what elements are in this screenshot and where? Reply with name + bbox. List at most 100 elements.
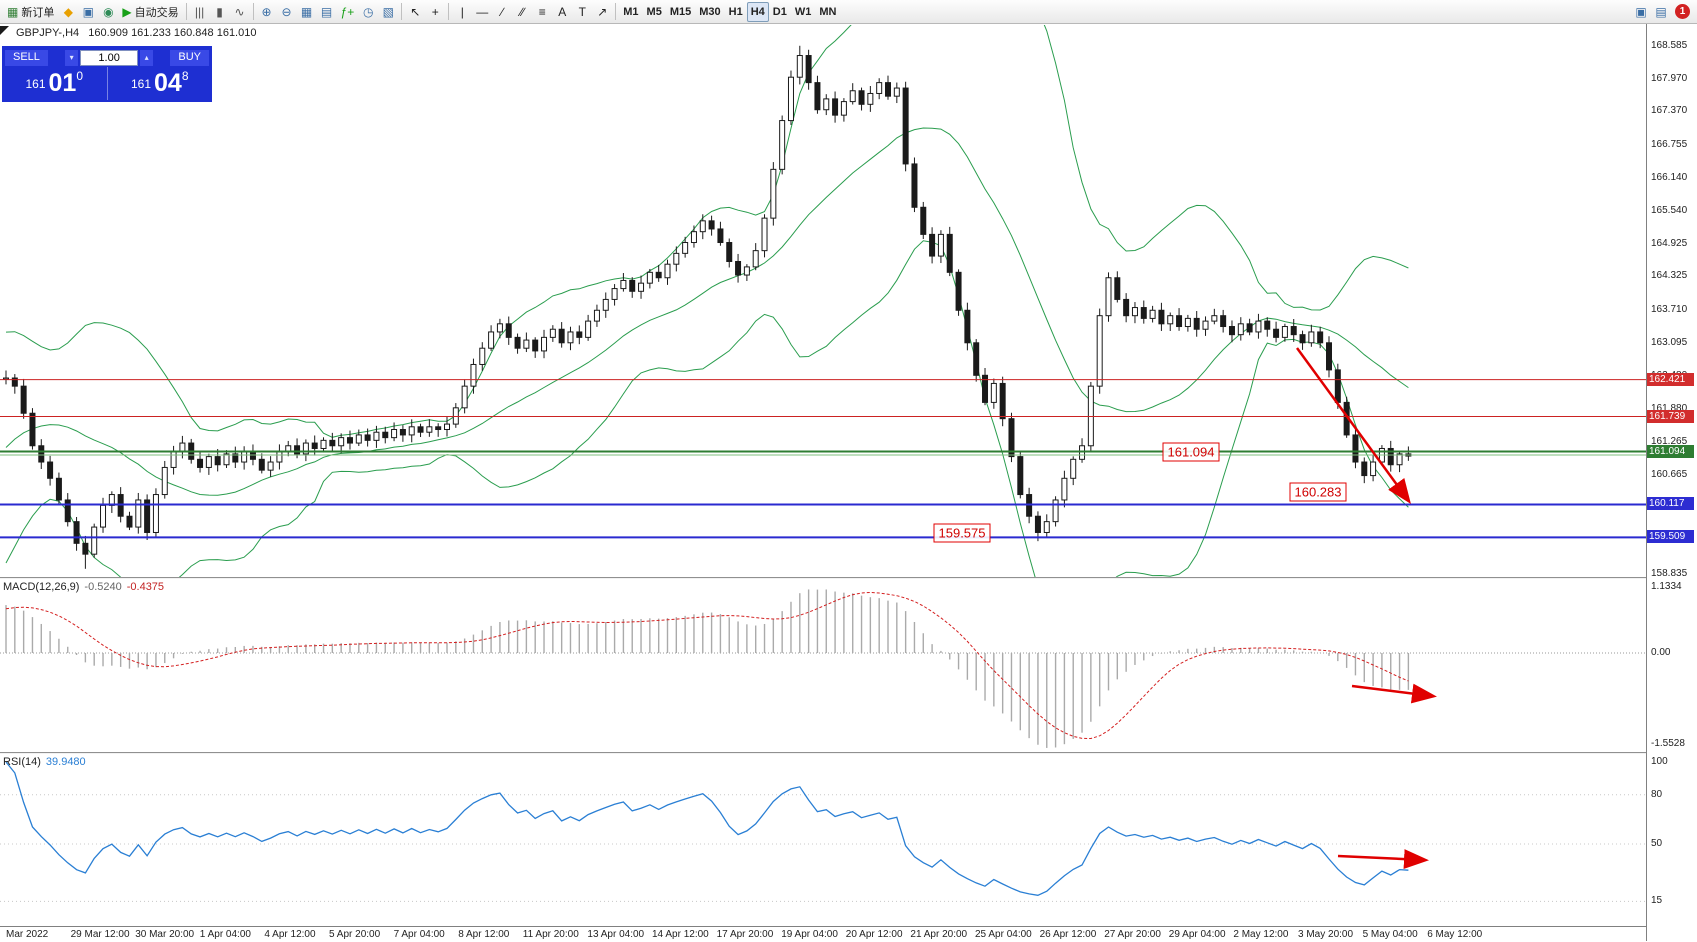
time-axis-label: 20 Apr 12:00 (845, 929, 903, 940)
time-axis-label: 26 Apr 12:00 (1039, 929, 1097, 940)
macd-signal-line (5, 591, 1409, 740)
tile-windows-button[interactable]: ▦ (297, 2, 317, 22)
price-axis[interactable]: 168.585 167.970 167.370 166.755 166.140 165.5… (1646, 24, 1697, 941)
periods-button-icon: ◷ (363, 4, 374, 19)
timeframe-d1[interactable]: D1 (769, 2, 791, 22)
bar-chart-button[interactable]: ||| (190, 2, 210, 22)
community-button[interactable]: ▤ (1651, 2, 1671, 22)
panel-splitter[interactable] (0, 577, 1646, 579)
community-button-icon: ▤ (1655, 4, 1667, 19)
sell-price-button[interactable]: 161 01 0 (2, 67, 108, 100)
market-watch-button[interactable]: ▣ (78, 2, 98, 22)
text-button[interactable]: A (552, 2, 572, 22)
zoom-out-button[interactable]: ⊖ (277, 2, 297, 22)
price-alert-button[interactable]: ◆ (58, 2, 78, 22)
timeframe-m15[interactable]: M15 (666, 2, 695, 22)
notification-count: 1 (1675, 4, 1690, 19)
templates-button-icon: ▧ (382, 4, 394, 19)
oneclick-collapse-toggle[interactable] (0, 26, 9, 35)
autotrade-button[interactable]: ▶ 自动交易 (118, 2, 182, 22)
main-chart-panel (0, 0, 1646, 619)
chart-window-button-icon: ▣ (1635, 4, 1647, 19)
timeframe-w1[interactable]: W1 (791, 2, 816, 22)
candlestick-chart-button[interactable]: ▮ (210, 2, 230, 22)
cursor-button-icon: ↖ (410, 4, 421, 19)
line-chart-button[interactable]: ∿ (230, 2, 250, 22)
panel-splitter[interactable] (0, 752, 1646, 754)
buy-button[interactable]: BUY (170, 49, 209, 66)
timeframe-m30[interactable]: M30 (695, 2, 724, 22)
sell-button[interactable]: SELL (5, 49, 48, 66)
timeframe-m5-label: M5 (646, 5, 662, 18)
time-axis-label: 2 May 12:00 (1233, 929, 1289, 940)
buy-price-button[interactable]: 161 04 8 (108, 67, 213, 100)
notifications-badge[interactable]: 1 (1671, 2, 1694, 22)
shapes-button[interactable]: ↗ (592, 2, 612, 22)
zoom-out-button-icon: ⊖ (281, 4, 292, 19)
price-tag: 161.094 (1647, 444, 1694, 458)
price-annotation[interactable]: 159.575 (933, 523, 991, 543)
new-order-button-icon: ▦ (7, 4, 19, 19)
crosshair-button[interactable]: + (425, 2, 445, 22)
bollinger-upper[interactable] (5, 0, 1409, 438)
new-order-button[interactable]: ▦ 新订单 (3, 2, 58, 22)
price-tag: 161.739 (1647, 409, 1694, 423)
timeframe-m15-label: M15 (669, 5, 692, 18)
rsi-value: 39.9480 (45, 756, 86, 768)
timeframe-h4[interactable]: H4 (746, 1, 769, 22)
trend-arrow[interactable] (1351, 683, 1437, 704)
timeframe-m5[interactable]: M5 (643, 2, 666, 22)
trend-arrow[interactable] (1295, 347, 1411, 505)
bar-chart-button-icon: ||| (194, 4, 205, 19)
bollinger-lower[interactable] (5, 240, 1409, 619)
timeframe-m30-label: M30 (699, 5, 721, 18)
macd-label: MACD(12,26,9) (3, 581, 80, 593)
horizontal-line-button[interactable]: — (472, 2, 492, 22)
volume-increase-button[interactable]: ▴ (140, 49, 154, 66)
price-axis-label: 166.140 (1651, 172, 1688, 184)
price-tag: 160.117 (1647, 497, 1694, 511)
timeframe-mn[interactable]: MN (815, 2, 840, 22)
navigator-button[interactable]: ◉ (98, 2, 118, 22)
chart-symbol-period: GBPJPY-,H4 (16, 27, 80, 39)
templates-button[interactable]: ▧ (378, 2, 398, 22)
price-alert-button-icon: ◆ (63, 4, 73, 19)
time-axis-label: 11 Apr 20:00 (522, 929, 579, 940)
time-axis-label: 7 Apr 04:00 (393, 929, 445, 940)
price-annotation[interactable]: 160.283 (1289, 482, 1347, 502)
zoom-in-button[interactable]: ⊕ (257, 2, 277, 22)
timeframe-w1-label: W1 (794, 5, 812, 18)
timeframe-h1[interactable]: H1 (725, 2, 747, 22)
line-chart-button-icon: ∿ (234, 4, 245, 19)
fibonacci-button-icon: ≡ (538, 4, 546, 19)
price-axis-label: 161.265 (1651, 436, 1688, 448)
trendline-button[interactable]: ∕ (492, 2, 512, 22)
indicators-button-icon: ƒ+ (340, 4, 355, 19)
time-axis-label: 29 Mar 12:00 (70, 929, 130, 940)
timeframe-m1[interactable]: M1 (619, 2, 642, 22)
sell-price-pips: 01 (48, 69, 77, 97)
volume-input[interactable] (80, 49, 139, 66)
time-axis-label: 3 May 20:00 (1298, 929, 1354, 940)
time-axis-label: 5 May 04:00 (1362, 929, 1418, 940)
sell-price-figure: 161 (25, 76, 46, 91)
indicators-button[interactable]: ƒ+ (337, 2, 359, 22)
vertical-line-button[interactable]: | (452, 2, 472, 22)
label-button[interactable]: T (572, 2, 592, 22)
fibonacci-button[interactable]: ≡ (532, 2, 552, 22)
trend-arrow[interactable] (1337, 849, 1429, 870)
time-axis-label: 8 Apr 12:00 (458, 929, 510, 940)
auto-arrange-button[interactable]: ▤ (317, 2, 337, 22)
label-button-icon: T (578, 4, 586, 19)
time-axis[interactable]: Mar 2022 29 Mar 12:00 30 Mar 20:00 1 Apr 04… (0, 926, 1646, 942)
channel-button[interactable]: ∕∕ (512, 2, 532, 22)
periods-button[interactable]: ◷ (358, 2, 378, 22)
volume-decrease-button[interactable]: ▾ (65, 49, 79, 66)
macd-axis-label: 1.1334 (1651, 580, 1682, 592)
chart-window-button[interactable]: ▣ (1631, 2, 1651, 22)
price-annotation[interactable]: 161.094 (1162, 442, 1220, 462)
cursor-button[interactable]: ↖ (405, 2, 425, 22)
time-axis-label: 21 Apr 20:00 (910, 929, 968, 940)
bollinger-middle[interactable] (5, 127, 1409, 496)
